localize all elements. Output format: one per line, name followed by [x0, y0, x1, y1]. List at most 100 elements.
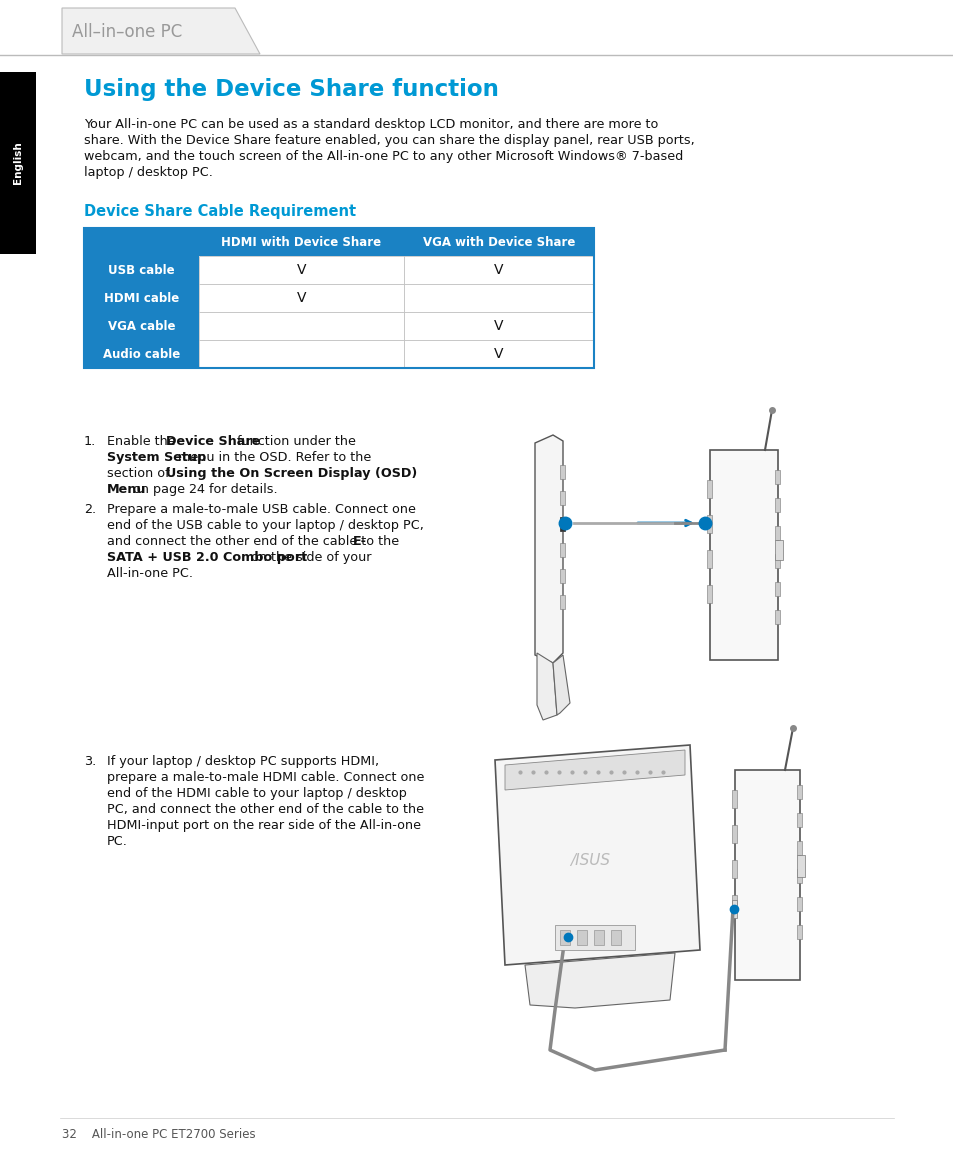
- Bar: [559, 465, 564, 479]
- Bar: [559, 595, 564, 609]
- Text: prepare a male-to-male HDMI cable. Connect one: prepare a male-to-male HDMI cable. Conne…: [107, 772, 424, 784]
- Text: section of: section of: [107, 467, 173, 480]
- Text: Menu: Menu: [107, 483, 147, 495]
- Polygon shape: [524, 953, 675, 1008]
- Bar: [403, 340, 594, 368]
- Text: PC.: PC.: [107, 835, 128, 848]
- Bar: [84, 284, 199, 312]
- Text: 2.: 2.: [84, 502, 96, 516]
- Bar: [796, 841, 801, 855]
- Text: Using the Device Share function: Using the Device Share function: [84, 79, 498, 100]
- Bar: [734, 770, 800, 979]
- Text: VGA with Device Share: VGA with Device Share: [422, 236, 575, 248]
- Text: Prepare a male-to-male USB cable. Connect one: Prepare a male-to-male USB cable. Connec…: [107, 502, 416, 516]
- Bar: [731, 860, 737, 878]
- Bar: [774, 498, 780, 512]
- Bar: [610, 930, 620, 945]
- Bar: [559, 569, 564, 583]
- Polygon shape: [504, 750, 684, 790]
- Text: All-in-one PC.: All-in-one PC.: [107, 567, 193, 580]
- Text: Using the On Screen Display (OSD): Using the On Screen Display (OSD): [166, 467, 416, 480]
- Text: E-: E-: [352, 535, 366, 547]
- Text: HDMI cable: HDMI cable: [104, 291, 179, 305]
- Text: V: V: [494, 263, 503, 277]
- Bar: [796, 925, 801, 939]
- Bar: [706, 480, 711, 498]
- Text: Device Share: Device Share: [166, 435, 260, 448]
- Bar: [403, 256, 594, 284]
- Text: SATA + USB 2.0 Combo port: SATA + USB 2.0 Combo port: [107, 551, 307, 564]
- Text: V: V: [494, 319, 503, 333]
- Bar: [731, 895, 737, 912]
- Bar: [199, 256, 403, 284]
- Polygon shape: [495, 745, 700, 964]
- Text: webcam, and the touch screen of the All-in-one PC to any other Microsoft Windows: webcam, and the touch screen of the All-…: [84, 150, 682, 163]
- Polygon shape: [537, 653, 557, 720]
- Polygon shape: [553, 655, 569, 715]
- Bar: [199, 284, 403, 312]
- Bar: [403, 312, 594, 340]
- Bar: [199, 340, 403, 368]
- Bar: [774, 554, 780, 568]
- Text: function under the: function under the: [233, 435, 355, 448]
- Text: Device Share Cable Requirement: Device Share Cable Requirement: [84, 204, 355, 219]
- Text: Audio cable: Audio cable: [103, 348, 180, 360]
- Text: HDMI with Device Share: HDMI with Device Share: [221, 236, 381, 248]
- Bar: [706, 515, 711, 532]
- Bar: [559, 543, 564, 557]
- Bar: [731, 790, 737, 808]
- Bar: [84, 256, 199, 284]
- Bar: [577, 930, 586, 945]
- Bar: [559, 517, 564, 531]
- Text: V: V: [296, 263, 306, 277]
- Bar: [84, 228, 594, 368]
- Bar: [796, 897, 801, 911]
- Bar: [796, 855, 804, 877]
- Text: If your laptop / desktop PC supports HDMI,: If your laptop / desktop PC supports HDM…: [107, 755, 378, 768]
- Bar: [559, 930, 569, 945]
- Text: laptop / desktop PC.: laptop / desktop PC.: [84, 166, 213, 179]
- Bar: [84, 312, 199, 340]
- Bar: [0, 72, 36, 254]
- Bar: [774, 582, 780, 596]
- Text: Your All-in-one PC can be used as a standard desktop LCD monitor, and there are : Your All-in-one PC can be used as a stan…: [84, 118, 658, 131]
- Bar: [796, 785, 801, 799]
- Polygon shape: [62, 8, 260, 54]
- Text: on page 24 for details.: on page 24 for details.: [130, 483, 277, 495]
- Text: menu in the OSD. Refer to the: menu in the OSD. Refer to the: [174, 450, 372, 464]
- Bar: [731, 900, 737, 918]
- Bar: [774, 610, 780, 624]
- Text: end of the HDMI cable to your laptop / desktop: end of the HDMI cable to your laptop / d…: [107, 787, 406, 800]
- Text: /ISUS: /ISUS: [569, 852, 609, 867]
- Bar: [774, 541, 782, 560]
- Text: end of the USB cable to your laptop / desktop PC,: end of the USB cable to your laptop / de…: [107, 519, 423, 532]
- Text: V: V: [494, 346, 503, 362]
- Text: All–in–one PC: All–in–one PC: [71, 23, 182, 40]
- Bar: [731, 825, 737, 843]
- Bar: [559, 491, 564, 505]
- Bar: [796, 869, 801, 884]
- Text: USB cable: USB cable: [108, 263, 174, 276]
- Bar: [774, 526, 780, 541]
- Bar: [555, 925, 635, 951]
- Text: 1.: 1.: [84, 435, 96, 448]
- Text: 3.: 3.: [84, 755, 96, 768]
- Bar: [709, 450, 778, 660]
- Bar: [706, 550, 711, 568]
- Text: V: V: [296, 291, 306, 305]
- Text: and connect the other end of the cable to the: and connect the other end of the cable t…: [107, 535, 403, 547]
- Bar: [774, 470, 780, 484]
- Text: Enable the: Enable the: [107, 435, 179, 448]
- Bar: [559, 517, 564, 531]
- Bar: [199, 312, 403, 340]
- Text: on the side of your: on the side of your: [247, 551, 372, 564]
- Text: share. With the Device Share feature enabled, you can share the display panel, r: share. With the Device Share feature ena…: [84, 134, 694, 147]
- Text: VGA cable: VGA cable: [108, 320, 175, 333]
- Bar: [706, 584, 711, 603]
- Text: 32    All-in-one PC ET2700 Series: 32 All-in-one PC ET2700 Series: [62, 1128, 255, 1141]
- Bar: [594, 930, 603, 945]
- Bar: [796, 813, 801, 827]
- Text: English: English: [13, 142, 23, 185]
- Text: HDMI-input port on the rear side of the All-in-one: HDMI-input port on the rear side of the …: [107, 819, 420, 832]
- Polygon shape: [535, 435, 562, 663]
